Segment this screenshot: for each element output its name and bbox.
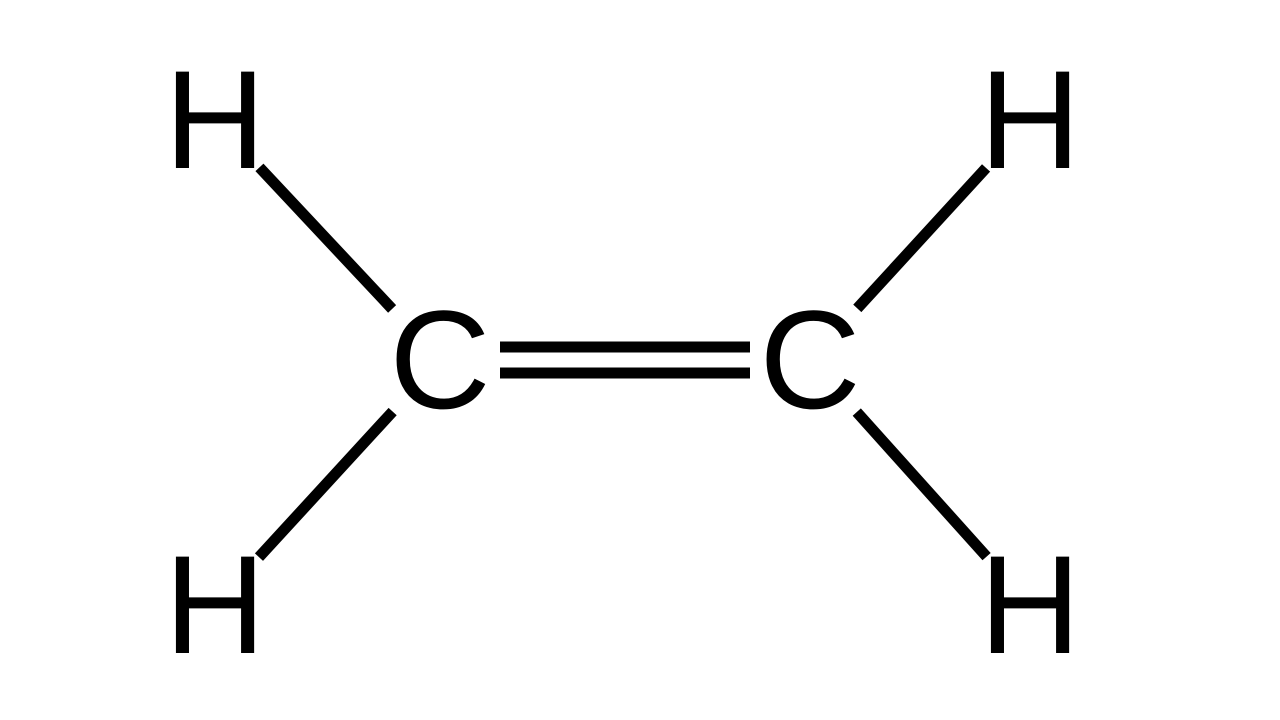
bond-c2-h4 [857,412,987,557]
bond-c2-h3 [857,168,986,308]
bond-c1-h2 [259,412,393,558]
atom-h-h1: H [164,50,265,190]
atom-h-h4: H [979,535,1080,675]
bond-c1-h1 [259,167,392,309]
atom-h-h2: H [164,535,265,675]
atom-c-c2: C [759,290,860,430]
atom-h-h3: H [979,50,1080,190]
atom-c-c1: C [389,290,490,430]
